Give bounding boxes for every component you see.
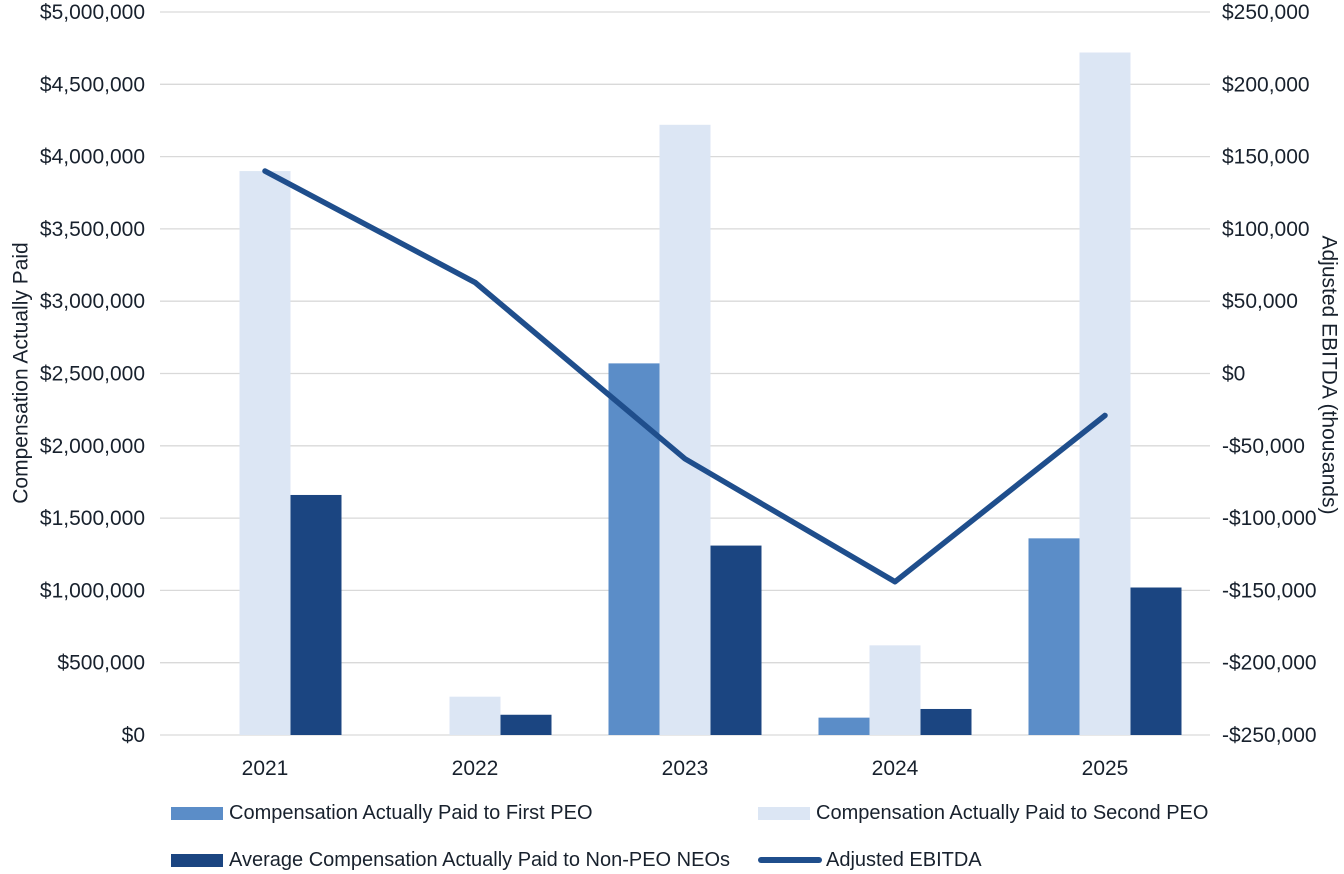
legend-label-second-peo: Compensation Actually Paid to Second PEO <box>816 801 1209 824</box>
right-axis-tick-label: -$50,000 <box>1222 435 1305 458</box>
bar-second-peo-2022 <box>449 696 501 735</box>
right-axis-tick-label: $200,000 <box>1222 73 1310 96</box>
right-axis-tick-label: $250,000 <box>1222 1 1310 24</box>
left-axis-tick-label: $3,000,000 <box>40 290 145 313</box>
bar-first-peo-2025 <box>1028 538 1080 735</box>
right-axis-tick-label: -$200,000 <box>1222 652 1317 675</box>
right-axis-tick-label: -$250,000 <box>1222 724 1317 747</box>
x-axis-label: 2021 <box>242 757 289 780</box>
bar-non-peo-neos-2021 <box>290 494 342 735</box>
legend-swatch-second-peo <box>758 806 810 820</box>
left-axis-tick-label: $0 <box>122 724 145 747</box>
bar-non-peo-neos-2022 <box>500 714 552 735</box>
right-axis-tick-label: $150,000 <box>1222 146 1310 169</box>
bar-non-peo-neos-2023 <box>710 545 762 735</box>
right-axis-tick-label: -$100,000 <box>1222 507 1317 530</box>
left-axis-tick-label: $1,500,000 <box>40 507 145 530</box>
legend-item-second-peo: Compensation Actually Paid to Second PEO <box>758 800 1208 826</box>
right-axis-title: Adjusted EBITDA (thousands) <box>1317 235 1341 515</box>
legend-label-first-peo: Compensation Actually Paid to First PEO <box>229 801 593 824</box>
x-axis-label: 2023 <box>662 757 709 780</box>
right-axis-tick-label: $0 <box>1222 363 1245 386</box>
legend-swatch-first-peo <box>171 806 223 820</box>
legend-item-first-peo: Compensation Actually Paid to First PEO <box>171 800 593 826</box>
left-axis-tick-label: $4,000,000 <box>40 146 145 169</box>
right-axis-tick-label: $100,000 <box>1222 218 1310 241</box>
legend-label-adjusted-ebitda: Adjusted EBITDA <box>826 848 982 871</box>
left-axis-tick-label: $500,000 <box>57 652 145 675</box>
line-adjusted-ebitda <box>262 168 1108 585</box>
bar-second-peo-2025 <box>1079 52 1131 736</box>
bar-second-peo-2021 <box>239 171 291 735</box>
legend-swatch-adjusted-ebitda-line <box>758 857 822 863</box>
left-axis-tick-label: $5,000,000 <box>40 1 145 24</box>
left-axis-tick-label: $3,500,000 <box>40 218 145 241</box>
legend-label-non-peo-neos: Average Compensation Actually Paid to No… <box>229 848 730 871</box>
left-axis-tick-label: $4,500,000 <box>40 73 145 96</box>
x-axis-label: 2022 <box>452 757 499 780</box>
legend-swatch-non-peo-neos <box>171 853 223 867</box>
left-axis-tick-label: $2,000,000 <box>40 435 145 458</box>
left-axis-title: Compensation Actually Paid <box>9 242 33 504</box>
left-axis-tick-label: $2,500,000 <box>40 363 145 386</box>
legend-item-adjusted-ebitda: Adjusted EBITDA <box>758 847 982 873</box>
legend-item-non-peo-neos: Average Compensation Actually Paid to No… <box>171 847 730 873</box>
x-axis-label: 2024 <box>872 757 919 780</box>
right-axis-tick-label: -$150,000 <box>1222 579 1317 602</box>
bar-first-peo-2024 <box>818 717 870 735</box>
x-axis-label: 2025 <box>1082 757 1129 780</box>
left-axis-tick-label: $1,000,000 <box>40 579 145 602</box>
bar-first-peo-2023 <box>608 363 660 735</box>
bar-second-peo-2023 <box>659 124 711 735</box>
bar-second-peo-2024 <box>869 645 921 735</box>
bar-non-peo-neos-2024 <box>920 708 972 735</box>
bar-non-peo-neos-2025 <box>1130 587 1182 735</box>
right-axis-tick-label: $50,000 <box>1222 290 1298 313</box>
